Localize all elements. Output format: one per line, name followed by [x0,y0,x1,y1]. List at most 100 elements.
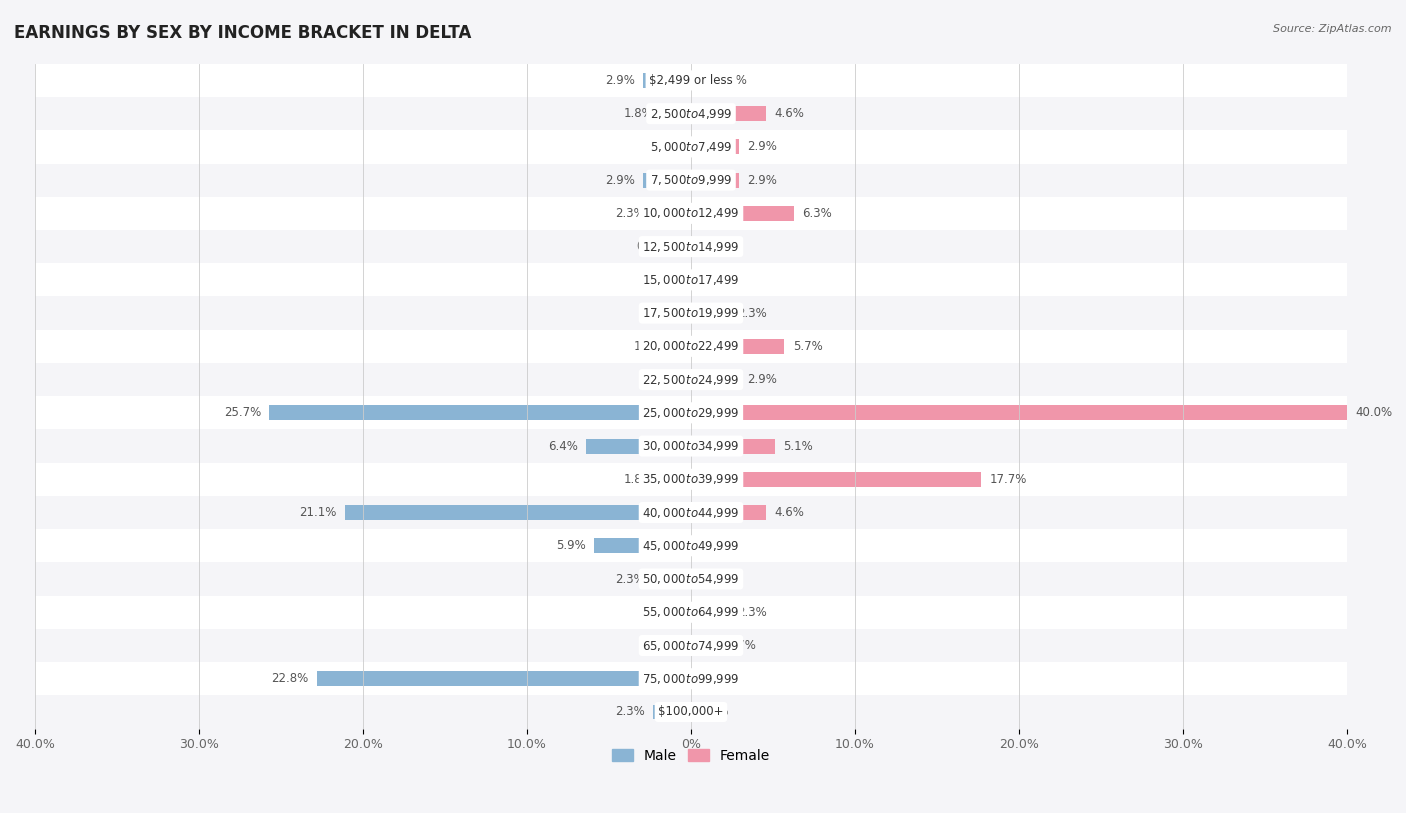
Text: $7,500 to $9,999: $7,500 to $9,999 [650,173,733,187]
Text: 1.2%: 1.2% [633,340,664,353]
Bar [644,172,690,188]
Bar [35,529,1347,563]
Text: 1.7%: 1.7% [727,639,756,652]
Text: $75,000 to $99,999: $75,000 to $99,999 [643,672,740,685]
Bar [682,239,690,254]
Text: $45,000 to $49,999: $45,000 to $49,999 [643,539,740,553]
Text: 2.3%: 2.3% [616,207,645,220]
Text: $35,000 to $39,999: $35,000 to $39,999 [643,472,740,486]
Bar [690,605,728,620]
Text: $22,500 to $24,999: $22,500 to $24,999 [643,372,740,386]
Bar [344,505,690,520]
Bar [690,472,981,487]
Text: 4.6%: 4.6% [775,107,804,120]
Text: 5.1%: 5.1% [783,440,813,453]
Bar [35,596,1347,629]
Text: 40.0%: 40.0% [1355,406,1392,420]
Text: $40,000 to $44,999: $40,000 to $44,999 [643,506,740,520]
Text: 0.0%: 0.0% [654,639,683,652]
Text: 6.4%: 6.4% [548,440,578,453]
Text: 2.3%: 2.3% [616,706,645,719]
Text: 0.0%: 0.0% [699,672,728,685]
Bar [35,263,1347,297]
Bar [35,197,1347,230]
Text: 2.9%: 2.9% [747,174,776,187]
Text: $100,000+: $100,000+ [658,706,724,719]
Bar [690,372,738,387]
Text: Source: ZipAtlas.com: Source: ZipAtlas.com [1274,24,1392,34]
Text: $30,000 to $34,999: $30,000 to $34,999 [643,439,740,453]
Text: 0.0%: 0.0% [654,141,683,154]
Text: 0.0%: 0.0% [699,273,728,286]
Text: 5.9%: 5.9% [557,539,586,552]
Bar [671,339,690,354]
Text: 2.9%: 2.9% [606,74,636,87]
Bar [654,206,690,221]
Text: $20,000 to $22,499: $20,000 to $22,499 [643,339,740,354]
Bar [586,438,690,454]
Bar [35,363,1347,396]
Bar [690,438,775,454]
Text: 0.0%: 0.0% [699,706,728,719]
Text: 2.9%: 2.9% [747,373,776,386]
Bar [690,107,766,121]
Text: $17,500 to $19,999: $17,500 to $19,999 [643,306,740,320]
Text: 1.8%: 1.8% [623,473,654,486]
Bar [35,330,1347,363]
Text: 1.8%: 1.8% [623,107,654,120]
Text: 0.0%: 0.0% [699,572,728,585]
Text: 0.0%: 0.0% [654,373,683,386]
Text: 2.3%: 2.3% [616,572,645,585]
Bar [654,572,690,586]
Text: $2,499 or less: $2,499 or less [650,74,733,87]
Text: $65,000 to $74,999: $65,000 to $74,999 [643,638,740,653]
Text: $2,500 to $4,999: $2,500 to $4,999 [650,107,733,120]
Bar [690,139,738,154]
Text: 17.7%: 17.7% [990,473,1026,486]
Text: 0.0%: 0.0% [654,307,683,320]
Text: EARNINGS BY SEX BY INCOME BRACKET IN DELTA: EARNINGS BY SEX BY INCOME BRACKET IN DEL… [14,24,471,42]
Text: 21.1%: 21.1% [299,506,336,519]
Bar [35,629,1347,662]
Text: $5,000 to $7,499: $5,000 to $7,499 [650,140,733,154]
Bar [35,429,1347,463]
Bar [35,695,1347,728]
Bar [35,496,1347,529]
Text: $10,000 to $12,499: $10,000 to $12,499 [643,207,740,220]
Text: $55,000 to $64,999: $55,000 to $64,999 [643,605,740,620]
Text: 22.8%: 22.8% [271,672,309,685]
Bar [35,463,1347,496]
Text: 0.0%: 0.0% [699,240,728,253]
Bar [690,638,718,653]
Text: 0.0%: 0.0% [654,273,683,286]
Text: 0.0%: 0.0% [654,606,683,619]
Text: 2.3%: 2.3% [737,307,766,320]
Text: 0.0%: 0.0% [699,539,728,552]
Bar [35,297,1347,330]
Text: 4.6%: 4.6% [775,506,804,519]
Text: $12,500 to $14,999: $12,500 to $14,999 [643,240,740,254]
Text: 2.9%: 2.9% [747,141,776,154]
Bar [690,339,785,354]
Bar [690,505,766,520]
Bar [595,538,690,554]
Text: $50,000 to $54,999: $50,000 to $54,999 [643,572,740,586]
Bar [35,130,1347,163]
Bar [35,396,1347,429]
Bar [35,563,1347,596]
Bar [690,172,738,188]
Text: 0.58%: 0.58% [637,240,673,253]
Bar [35,662,1347,695]
Bar [661,472,690,487]
Bar [690,73,709,88]
Bar [316,672,690,686]
Bar [35,163,1347,197]
Bar [661,107,690,121]
Bar [654,705,690,720]
Bar [35,63,1347,97]
Bar [644,73,690,88]
Text: $25,000 to $29,999: $25,000 to $29,999 [643,406,740,420]
Text: 2.9%: 2.9% [606,174,636,187]
Bar [270,406,690,420]
Bar [690,206,794,221]
